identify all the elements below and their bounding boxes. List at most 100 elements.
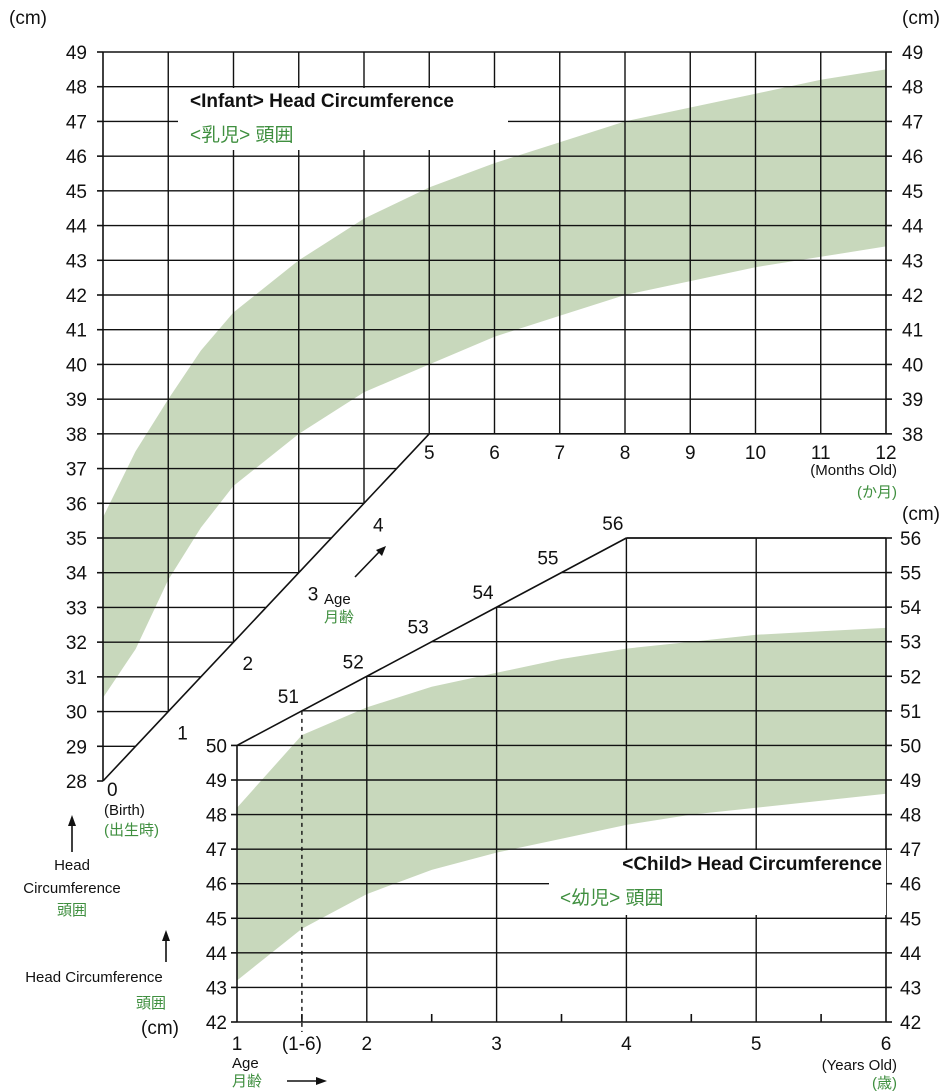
child-ytick-left-44: 44 — [206, 944, 228, 965]
grid-layer — [68, 51, 892, 1085]
infant-ytick-right-38: 38 — [902, 425, 923, 446]
child-xtick-2: 2 — [362, 1034, 373, 1055]
infant-ytick-left-37: 37 — [66, 460, 87, 481]
diagonal-arrow-icon — [376, 546, 386, 556]
infant-ytick-right-39: 39 — [902, 390, 923, 411]
right-arrow-icon — [316, 1077, 327, 1085]
head-label-child: Head Circumference — [25, 969, 163, 986]
infant-ytick-right-48: 48 — [902, 78, 923, 99]
head-label-ja: 頭囲 — [57, 902, 87, 919]
up-arrow-icon — [162, 930, 170, 941]
head-label-child-ja: 頭囲 — [136, 995, 166, 1012]
infant-ytick-left-46: 46 — [66, 147, 87, 168]
infant-y-unit-left: (cm) — [9, 8, 47, 29]
infant-xtick-8: 8 — [620, 443, 631, 464]
child-xtick-1: (1-6) — [282, 1034, 322, 1055]
child-diag-label-54: 54 — [472, 583, 494, 604]
child-ytick-right-55: 55 — [900, 564, 921, 585]
child-y-unit-left: (cm) — [141, 1018, 179, 1039]
child-ytick-right-43: 43 — [900, 978, 921, 999]
child-title-box — [549, 850, 886, 915]
birth-label-ja: (出生時) — [104, 822, 159, 839]
infant-x-unit-ja: (か月) — [857, 484, 897, 501]
child-ytick-left-45: 45 — [206, 909, 227, 930]
infant-ytick-left-45: 45 — [66, 182, 87, 203]
infant-ytick-right-45: 45 — [902, 182, 923, 203]
child-ytick-right-46: 46 — [900, 875, 921, 896]
infant-ytick-left-42: 42 — [66, 286, 87, 307]
child-ytick-right-52: 52 — [900, 667, 921, 688]
infant-xtick-10: 10 — [745, 443, 766, 464]
infant-ytick-left-49: 49 — [66, 43, 87, 64]
child-ytick-right-54: 54 — [900, 598, 922, 619]
child-xtick-3: 3 — [491, 1034, 502, 1055]
infant-xtick-1: 1 — [177, 724, 188, 745]
infant-xtick-12: 12 — [875, 443, 896, 464]
child-ytick-left-46: 46 — [206, 875, 227, 896]
child-diagonal-mask — [237, 533, 886, 746]
infant-xtick-7: 7 — [554, 443, 565, 464]
child-ytick-left-48: 48 — [206, 806, 227, 827]
infant-ytick-right-46: 46 — [902, 147, 923, 168]
child-ytick-right-51: 51 — [900, 702, 921, 723]
child-ytick-left-50: 50 — [206, 736, 227, 757]
label-layer: <Infant> Head Circumference <乳児> 頭囲 <Chi… — [9, 8, 940, 1092]
up-arrow-icon — [68, 815, 76, 826]
infant-ytick-left-28: 28 — [66, 772, 87, 793]
child-ytick-right-47: 47 — [900, 840, 921, 861]
child-chart-title: <Child> Head Circumference — [622, 854, 882, 875]
child-ytick-right-56: 56 — [900, 529, 921, 550]
infant-ytick-left-33: 33 — [66, 598, 87, 619]
child-diag-label-53: 53 — [408, 618, 429, 639]
child-ytick-left-42: 42 — [206, 1013, 227, 1034]
child-diag-label-51: 51 — [278, 687, 299, 708]
infant-ytick-left-34: 34 — [66, 564, 88, 585]
infant-y-unit-right: (cm) — [902, 8, 940, 29]
child-xtick-6: 6 — [881, 1034, 892, 1055]
infant-ytick-right-47: 47 — [902, 112, 923, 133]
infant-title-box — [178, 88, 508, 150]
child-ytick-left-43: 43 — [206, 978, 227, 999]
infant-xtick-4: 4 — [373, 515, 384, 536]
infant-xtick-6: 6 — [489, 443, 500, 464]
infant-ytick-left-31: 31 — [66, 668, 87, 689]
infant-ytick-left-47: 47 — [66, 112, 87, 133]
infant-ytick-right-44: 44 — [902, 217, 924, 238]
infant-x-unit: (Months Old) — [810, 462, 897, 479]
infant-xtick-5: 5 — [424, 443, 435, 464]
infant-ytick-left-43: 43 — [66, 251, 87, 272]
infant-ytick-right-49: 49 — [902, 43, 923, 64]
infant-ytick-right-41: 41 — [902, 321, 923, 342]
head-label-line2: Circumference — [23, 880, 121, 897]
infant-ytick-left-35: 35 — [66, 529, 87, 550]
infant-xtick-2: 2 — [243, 654, 254, 675]
infant-xtick-0: 0 — [107, 780, 118, 801]
child-ytick-right-48: 48 — [900, 806, 921, 827]
infant-ytick-left-48: 48 — [66, 78, 87, 99]
infant-ytick-right-40: 40 — [902, 355, 923, 376]
child-ytick-right-53: 53 — [900, 633, 921, 654]
child-age-label: Age — [232, 1055, 259, 1072]
infant-ytick-left-39: 39 — [66, 390, 87, 411]
infant-xtick-3: 3 — [308, 585, 319, 606]
infant-ytick-left-32: 32 — [66, 633, 87, 654]
child-xtick-0: 1 — [232, 1034, 243, 1055]
infant-chart-title: <Infant> Head Circumference — [190, 91, 454, 112]
child-diag-label-55: 55 — [537, 549, 558, 570]
infant-ytick-left-30: 30 — [66, 703, 87, 724]
infant-xtick-9: 9 — [685, 443, 696, 464]
infant-ytick-left-29: 29 — [66, 737, 87, 758]
infant-ytick-left-41: 41 — [66, 321, 87, 342]
infant-chart-title-ja: <乳児> 頭囲 — [190, 124, 293, 146]
infant-age-label: Age — [324, 591, 351, 608]
child-ytick-left-47: 47 — [206, 840, 227, 861]
infant-age-arrow-line — [354, 549, 382, 578]
child-diag-label-56: 56 — [602, 514, 623, 535]
infant-ytick-left-40: 40 — [66, 355, 87, 376]
child-ytick-right-49: 49 — [900, 771, 921, 792]
birth-label: (Birth) — [104, 802, 145, 819]
infant-ytick-left-44: 44 — [66, 217, 88, 238]
child-diag-label-52: 52 — [343, 652, 364, 673]
child-normal-range-band — [237, 627, 886, 981]
